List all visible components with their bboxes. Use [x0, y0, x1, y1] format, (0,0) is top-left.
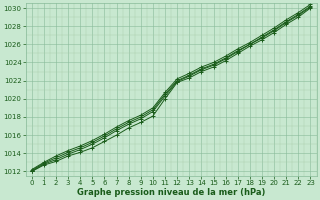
X-axis label: Graphe pression niveau de la mer (hPa): Graphe pression niveau de la mer (hPa)	[77, 188, 265, 197]
